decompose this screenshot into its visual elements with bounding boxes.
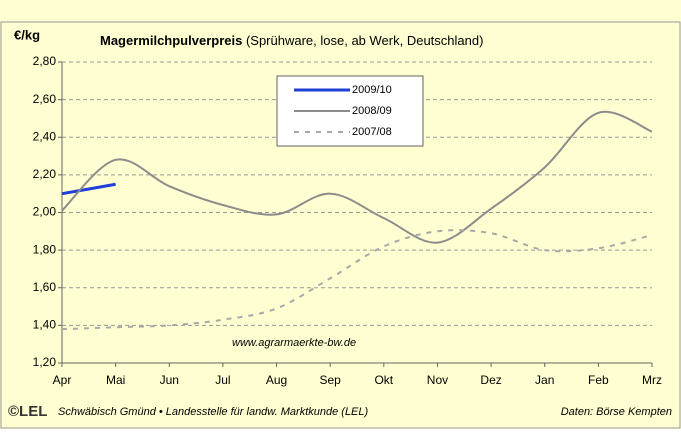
- x-tick-label: Apr: [53, 373, 72, 387]
- x-tick-label: Dez: [480, 373, 501, 387]
- footer-left: Schwäbisch Gmünd • Landesstelle für land…: [58, 406, 369, 418]
- x-tick-label: Aug: [266, 373, 287, 387]
- series-line: [61, 229, 653, 331]
- y-tick-label: 1,40: [33, 318, 57, 332]
- legend: 2009/10 2008/09 2007/08: [276, 75, 424, 147]
- x-tick-label: Jun: [160, 373, 179, 387]
- y-tick-label: 1,80: [33, 242, 57, 256]
- chart-title: Magermilchpulverpreis (Sprühware, lose, …: [100, 33, 483, 48]
- legend-label: 2008/09: [352, 105, 392, 117]
- x-tick-label: Sep: [320, 373, 342, 387]
- x-tick-label: Okt: [374, 373, 393, 387]
- x-tick-label: Jan: [535, 373, 554, 387]
- logo: ©LEL: [8, 403, 47, 420]
- series-line: [61, 110, 653, 244]
- y-tick-label: 2,60: [33, 92, 57, 106]
- y-axis-label: €/kg: [14, 27, 40, 42]
- x-tick-label: Nov: [427, 373, 448, 387]
- chart-frame: [0, 21, 681, 429]
- title-sub: (Sprühware, lose, ab Werk, Deutschland): [246, 33, 483, 48]
- y-tick-label: 1,20: [33, 355, 57, 369]
- footer-right: Daten: Börse Kempten: [561, 406, 672, 418]
- annotation: www.agrarmaerkte-bw.de: [232, 337, 356, 349]
- y-tick-label: 1,60: [33, 280, 57, 294]
- y-tick-label: 2,20: [33, 167, 57, 181]
- legend-label: 2007/08: [352, 126, 392, 138]
- x-tick-label: Mai: [106, 373, 125, 387]
- x-tick-label: Mrz: [642, 373, 662, 387]
- y-tick-label: 2,80: [33, 54, 57, 68]
- y-tick-label: 2,40: [33, 129, 57, 143]
- title-main: Magermilchpulverpreis: [100, 33, 242, 48]
- y-tick-label: 2,00: [33, 205, 57, 219]
- x-tick-label: Jul: [215, 373, 230, 387]
- x-tick-label: Feb: [588, 373, 609, 387]
- series-line: [61, 182, 116, 196]
- legend-label: 2009/10: [352, 84, 392, 96]
